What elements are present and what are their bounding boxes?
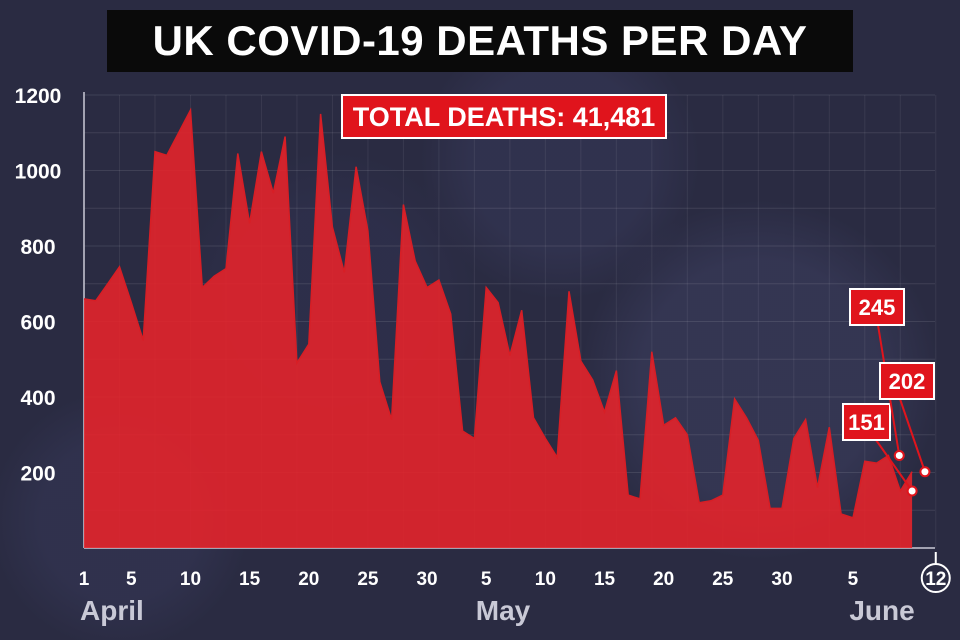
callout-box [849, 288, 905, 326]
x-tick-label: 25 [357, 569, 379, 590]
callout-box [879, 362, 935, 400]
callout-label: 202 [889, 369, 926, 394]
x-tick-label: 5 [848, 569, 859, 590]
y-axis-ticks: 200 400 600 800 1000 1200 [15, 85, 62, 486]
y-tick-label: 1000 [15, 161, 62, 184]
x-tick-label: 20 [653, 569, 674, 590]
title-bar: UK COVID-19 DEATHS PER DAY [107, 10, 853, 72]
y-tick-label: 800 [20, 236, 55, 259]
callout-box [842, 403, 891, 441]
x-tick-label: 15 [594, 569, 616, 590]
x-tick-label: 15 [239, 569, 261, 590]
y-tick-label: 600 [20, 312, 55, 335]
deaths-area-series [83, 107, 913, 548]
callout-point [906, 485, 918, 497]
month-label: May [476, 595, 531, 626]
x-tick-label: 30 [416, 569, 437, 590]
x-tick-label: 25 [712, 569, 734, 590]
x-tick-label: 10 [180, 569, 201, 590]
x-tick-label: 1 [79, 569, 90, 590]
month-label: June [849, 595, 914, 626]
y-tick-label: 200 [20, 463, 55, 486]
callouts: 151 245 202 [842, 288, 935, 497]
callout-label: 151 [848, 410, 885, 435]
x-tick-label: 5 [481, 569, 492, 590]
x-tick-label: 10 [535, 569, 556, 590]
callout-label: 245 [859, 295, 896, 320]
month-label: April [80, 595, 144, 626]
x-tick-label: 20 [298, 569, 319, 590]
y-tick-label: 1200 [15, 85, 62, 108]
callout-point [919, 466, 931, 478]
month-labels: April May June [80, 595, 915, 626]
deaths-line [83, 107, 913, 519]
callout-point [893, 450, 905, 462]
x-tick-label: 5 [126, 569, 137, 590]
callout-leader [899, 398, 926, 473]
total-deaths-badge: TOTAL DEATHS: 41,481 [341, 94, 667, 139]
x-tick-label: 30 [771, 569, 792, 590]
x-axis-ticks: 1510152025305101520253051215 [79, 552, 951, 593]
y-tick-label: 400 [20, 387, 55, 410]
total-deaths-label: TOTAL DEATHS: 41,481 [353, 102, 656, 132]
x-tick-label: 12 [925, 569, 946, 590]
deaths-area [84, 110, 913, 548]
callout-leader [875, 439, 913, 492]
chart-title: UK COVID-19 DEATHS PER DAY [152, 17, 808, 64]
